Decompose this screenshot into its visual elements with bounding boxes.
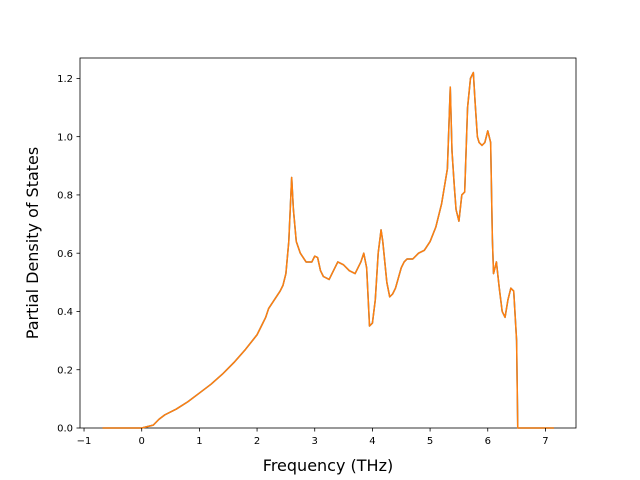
x-tick-label: 6 (485, 436, 491, 447)
x-tick-label: 1 (196, 436, 202, 447)
y-tick-label: 1.2 (57, 74, 73, 85)
x-tick-label: 2 (254, 436, 260, 447)
x-axis-label: Frequency (THz) (263, 456, 393, 475)
y-tick-label: 0.4 (57, 307, 73, 318)
y-tick-label: 0.2 (57, 365, 73, 376)
x-tick-label: 0 (139, 436, 145, 447)
x-tick-label: 7 (542, 436, 548, 447)
series-line-2 (102, 71, 555, 429)
x-tick-label: 3 (312, 436, 318, 447)
y-axis-label: Partial Density of States (23, 147, 42, 339)
y-axis-ticks: 0.0 0.2 0.4 0.6 0.8 1.0 1.2 (57, 74, 80, 435)
y-tick-label: 1.0 (57, 132, 73, 143)
y-tick-label: 0.0 (57, 424, 73, 435)
x-tick-label: −1 (77, 436, 92, 447)
y-tick-label: 0.8 (57, 191, 73, 202)
plot-area (79, 57, 577, 429)
x-tick-label: 5 (427, 436, 433, 447)
y-tick-label: 0.6 (57, 249, 73, 260)
x-tick-label: 4 (369, 436, 375, 447)
plot-frame (79, 57, 577, 429)
series-layer (102, 71, 555, 429)
x-axis-ticks: −1 0 1 2 3 4 5 6 7 (77, 428, 549, 447)
